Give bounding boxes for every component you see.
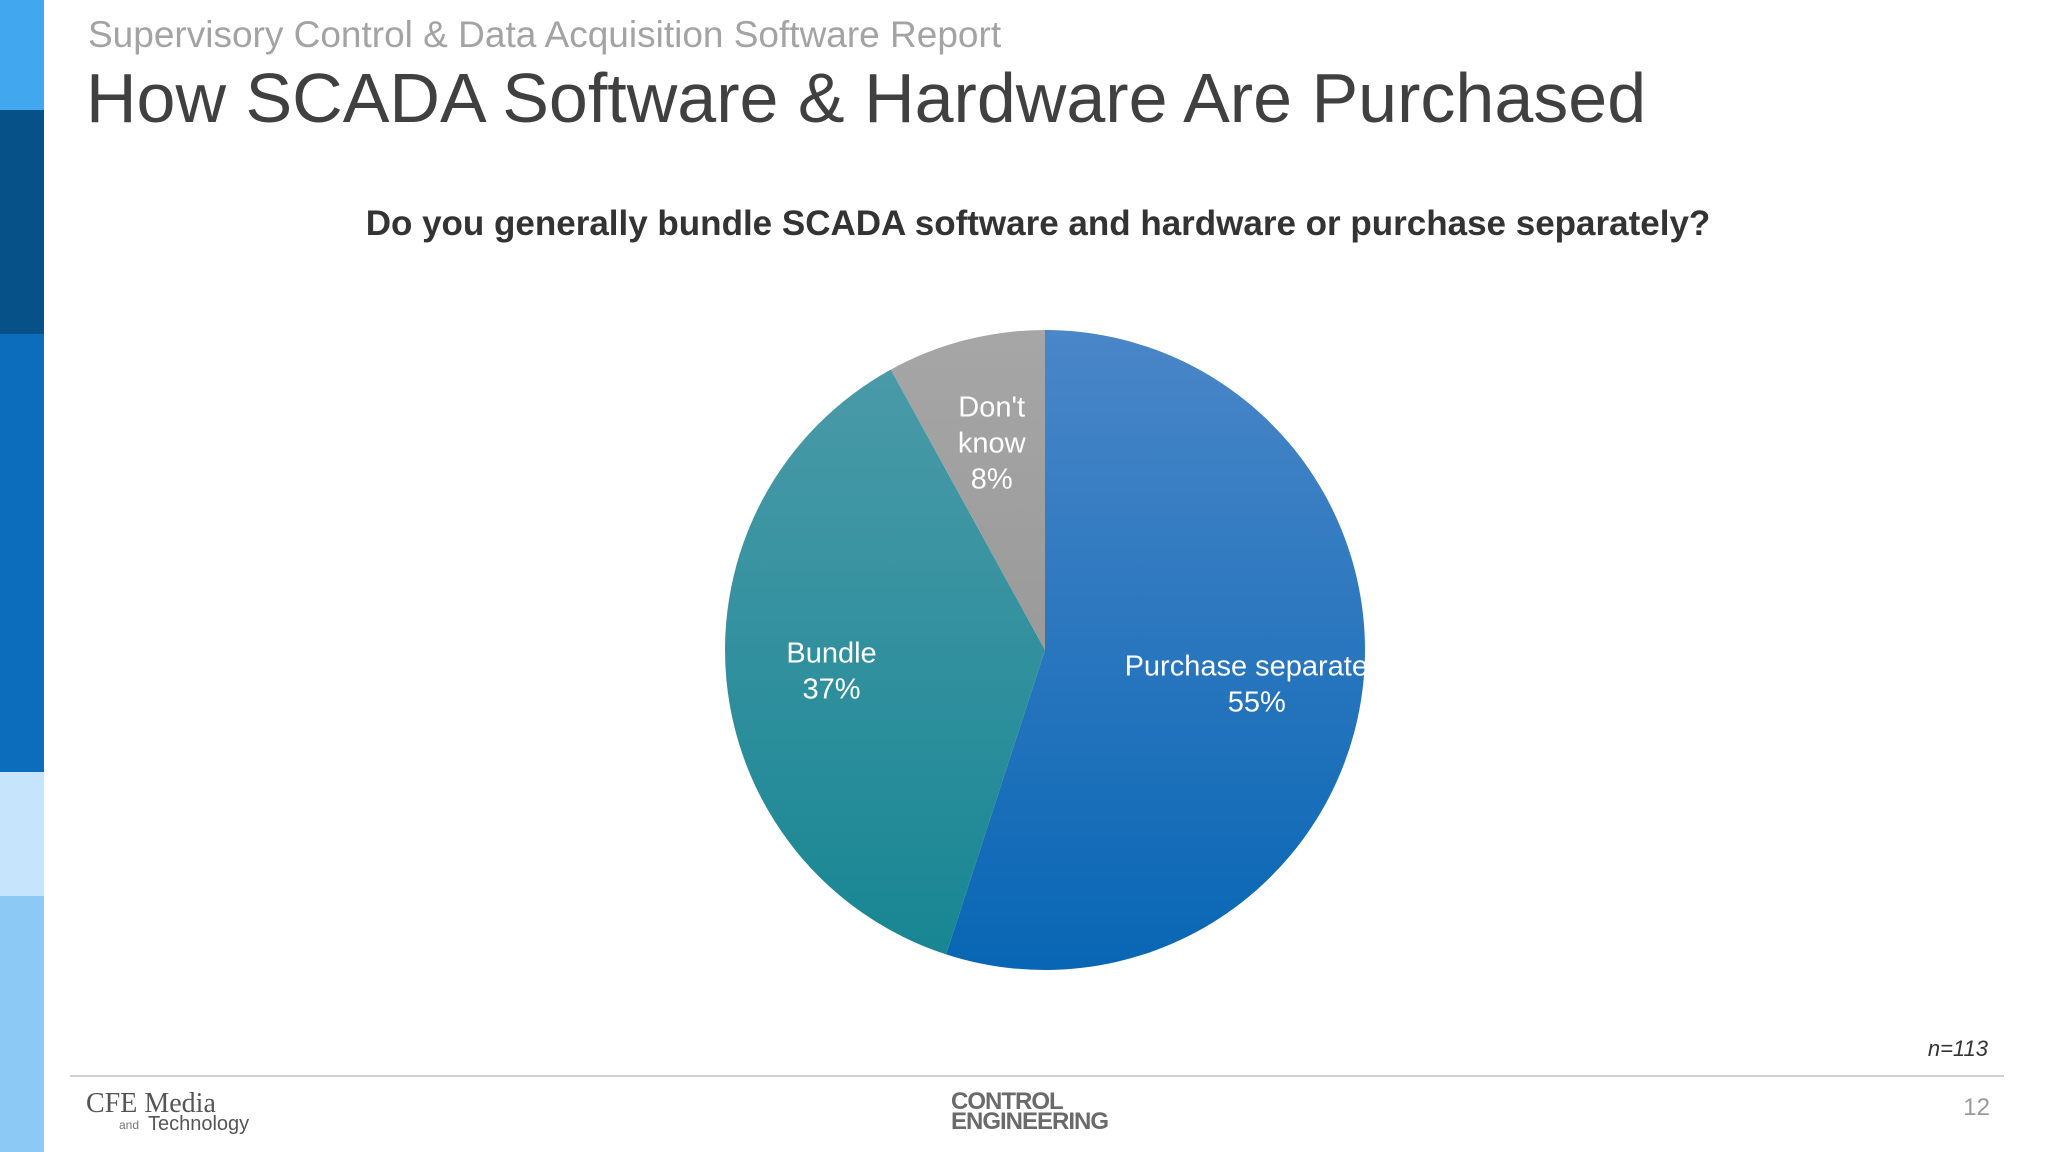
footer-divider <box>70 1075 2004 1077</box>
pie-slice-label-2: Don't know 8% <box>958 391 1027 495</box>
pie-slice-name-0-0: Purchase separately <box>1125 651 1390 683</box>
pie-slices <box>725 330 1365 970</box>
report-subtitle: Supervisory Control & Data Acquisition S… <box>88 14 1002 55</box>
control-engineering-logo: CONTROL ENGINEERING <box>951 1088 1111 1142</box>
strip-segment-5 <box>0 896 44 1152</box>
sample-size-label: n=113 <box>1927 1036 1988 1061</box>
cfe-logo-main-text: CFE Media <box>86 1088 216 1119</box>
strip-segment-4 <box>0 772 44 896</box>
pie-slice-1 <box>725 369 1045 955</box>
pie-slice-name-2-1: know <box>958 427 1027 459</box>
strip-segment-1 <box>0 0 44 110</box>
chart-question: Do you generally bundle SCADA software a… <box>365 204 1711 243</box>
pie-labels: Purchase separately 55% Bundle 37% Don't know… <box>786 391 1389 718</box>
pie-slice-0 <box>946 330 1365 970</box>
pie-slice-value-2: 8% <box>971 463 1013 495</box>
cfe-media-logo: CFE Media and Technology <box>86 1088 276 1138</box>
page-number: 12 <box>1963 1094 1990 1121</box>
pie-slice-value-0: 55% <box>1228 687 1286 719</box>
cfe-logo-sub-text: Technology <box>148 1113 250 1135</box>
page-title: How SCADA Software & Hardware Are Purcha… <box>86 59 1647 137</box>
pie-slice-value-1: 37% <box>803 673 861 705</box>
pie-slice-label-1: Bundle 37% <box>786 637 876 705</box>
cfe-logo-and-text: and <box>119 1118 140 1132</box>
pie-slice-label-0: Purchase separately 55% <box>1125 651 1390 719</box>
left-color-strip <box>0 0 44 1152</box>
ce-logo-line-1: CONTROL <box>951 1088 1064 1115</box>
strip-segment-2 <box>0 110 44 334</box>
pie-slice-name-2-0: Don't <box>958 391 1025 423</box>
pie-slice-name-1-0: Bundle <box>786 637 876 669</box>
strip-segment-3 <box>0 334 44 772</box>
ce-logo-line-2: ENGINEERING <box>951 1108 1109 1135</box>
pie-slice-2 <box>890 330 1045 650</box>
